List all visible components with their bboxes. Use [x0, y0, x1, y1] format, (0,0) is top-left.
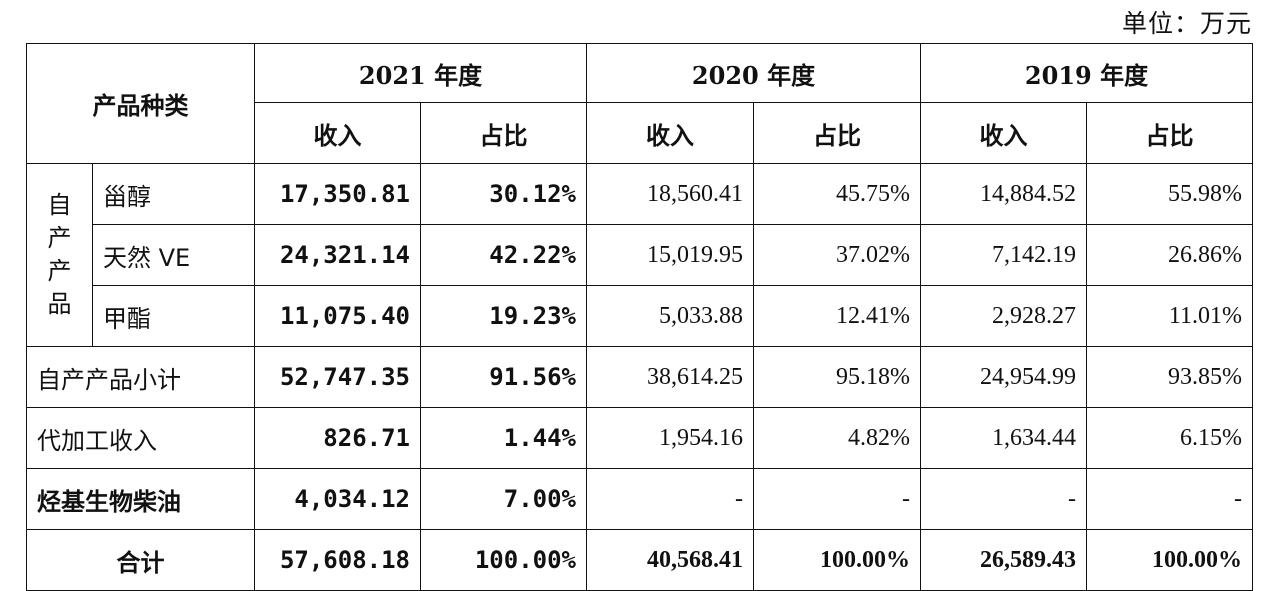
header-category: 产品种类: [26, 43, 255, 164]
cell-share-2019: 26.86%: [1086, 224, 1253, 286]
cell-revenue-2020: 18,560.41: [586, 163, 754, 225]
cell-share-2019: 93.85%: [1086, 346, 1253, 408]
cell-revenue-2019: 14,884.52: [920, 163, 1087, 225]
cell-share-2021: 19.23%: [420, 285, 587, 347]
cell-revenue-2021: 826.71: [254, 407, 421, 469]
table-row-total: 合计 57,608.18 100.00% 40,568.41 100.00% 2…: [26, 529, 1253, 591]
cell-revenue-2019: 1,634.44: [920, 407, 1087, 469]
row-label: 合计: [26, 529, 255, 591]
table-row-subtotal: 自产产品小计 52,747.35 91.56% 38,614.25 95.18%…: [26, 346, 1253, 408]
cell-revenue-2019: 2,928.27: [920, 285, 1087, 347]
header-revenue-2021: 收入: [254, 102, 421, 164]
cell-share-2020: 4.82%: [753, 407, 921, 469]
cell-share-2019: 6.15%: [1086, 407, 1253, 469]
cell-share-2020: 12.41%: [753, 285, 921, 347]
cell-share-2021: 7.00%: [420, 468, 587, 530]
cell-revenue-2021: 57,608.18: [254, 529, 421, 591]
table-row: 自 产 产 品 甾醇 17,350.81 30.12% 18,560.41 45…: [26, 163, 1253, 347]
cell-share-2021: 91.56%: [420, 346, 587, 408]
row-label: 甾醇: [92, 163, 255, 225]
header-share-2021: 占比: [420, 102, 587, 164]
cell-revenue-2020: -: [586, 468, 754, 530]
header-share-2020: 占比: [753, 102, 921, 164]
cell-revenue-2021: 11,075.40: [254, 285, 421, 347]
row-label: 自产产品小计: [26, 346, 255, 408]
header-year-2019: 2019 年度: [920, 43, 1253, 103]
cell-share-2020: 95.18%: [753, 346, 921, 408]
group-label-self-produced: 自 产 产 品: [26, 163, 93, 347]
cell-revenue-2021: 24,321.14: [254, 224, 421, 286]
cell-share-2019: 100.00%: [1086, 529, 1253, 591]
cell-revenue-2020: 1,954.16: [586, 407, 754, 469]
cell-share-2021: 42.22%: [420, 224, 587, 286]
cell-revenue-2021: 17,350.81: [254, 163, 421, 225]
cell-revenue-2019: -: [920, 468, 1087, 530]
revenue-table: 产品种类 2021 年度 2020 年度 2019 年度 收入 占比 收入 占比…: [26, 43, 1253, 591]
cell-share-2021: 100.00%: [420, 529, 587, 591]
cell-share-2019: -: [1086, 468, 1253, 530]
row-label: 烃基生物柴油: [26, 468, 255, 530]
table-row: 甲酯 11,075.40 19.23% 5,033.88 12.41% 2,92…: [27, 285, 1253, 347]
cell-revenue-2020: 38,614.25: [586, 346, 754, 408]
cell-revenue-2021: 52,747.35: [254, 346, 421, 408]
row-label: 天然 VE: [92, 224, 255, 286]
cell-share-2019: 11.01%: [1086, 285, 1253, 347]
header-revenue-2020: 收入: [586, 102, 754, 164]
cell-share-2019: 55.98%: [1086, 163, 1253, 225]
table-row: 烃基生物柴油 4,034.12 7.00% - - - -: [26, 468, 1253, 530]
header-revenue-2019: 收入: [920, 102, 1087, 164]
cell-share-2021: 1.44%: [420, 407, 587, 469]
cell-revenue-2019: 24,954.99: [920, 346, 1087, 408]
cell-revenue-2019: 7,142.19: [920, 224, 1087, 286]
cell-share-2020: 37.02%: [753, 224, 921, 286]
header-year-2020: 2020 年度: [586, 43, 921, 103]
row-label: 甲酯: [92, 285, 255, 347]
cell-revenue-2020: 15,019.95: [586, 224, 754, 286]
cell-revenue-2020: 5,033.88: [586, 285, 754, 347]
cell-revenue-2019: 26,589.43: [920, 529, 1087, 591]
cell-share-2020: -: [753, 468, 921, 530]
header-share-2019: 占比: [1086, 102, 1253, 164]
cell-share-2021: 30.12%: [420, 163, 587, 225]
cell-share-2020: 45.75%: [753, 163, 921, 225]
cell-revenue-2020: 40,568.41: [586, 529, 754, 591]
table-row: 代加工收入 826.71 1.44% 1,954.16 4.82% 1,634.…: [26, 407, 1253, 469]
unit-label: 单位：万元: [1121, 9, 1252, 38]
cell-share-2020: 100.00%: [753, 529, 921, 591]
table-row: 天然 VE 24,321.14 42.22% 15,019.95 37.02% …: [27, 224, 1253, 286]
row-label: 代加工收入: [26, 407, 255, 469]
header-row-years: 产品种类 2021 年度 2020 年度 2019 年度: [26, 43, 1253, 164]
cell-revenue-2021: 4,034.12: [254, 468, 421, 530]
header-year-2021: 2021 年度: [254, 43, 587, 103]
